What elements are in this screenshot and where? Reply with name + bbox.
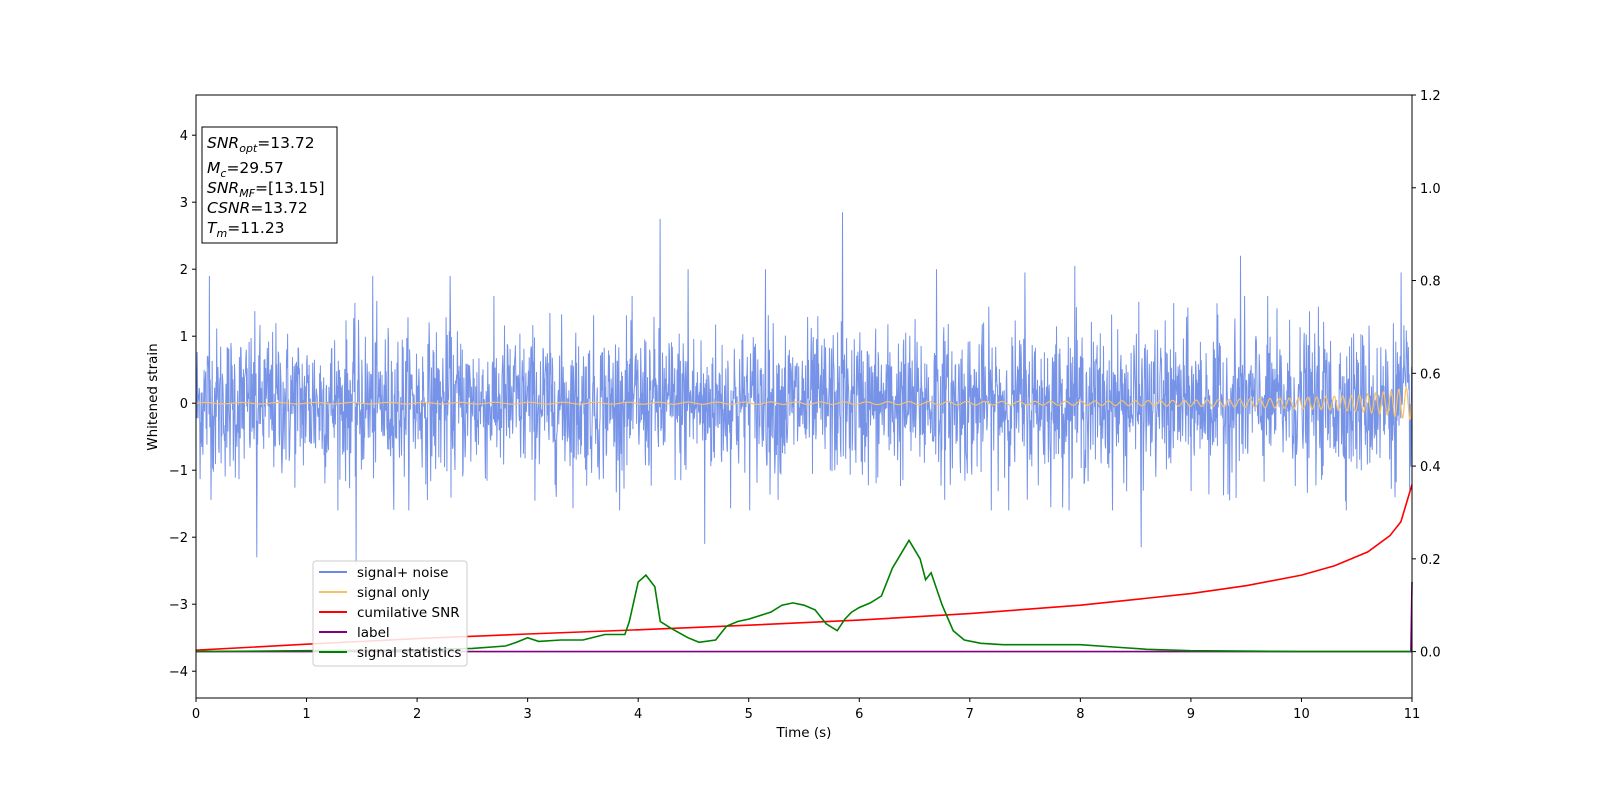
legend: signal+ noise signal only cumilative SNR… bbox=[312, 560, 468, 667]
info-tm: Tm=11.23 bbox=[207, 219, 285, 240]
series-cumulative-snr bbox=[195, 484, 1413, 651]
y-tick-label: −1 bbox=[169, 464, 188, 479]
y-tick-label: −4 bbox=[169, 665, 188, 680]
y-tick-label: 3 bbox=[180, 196, 188, 211]
y-tick-label: 2 bbox=[180, 263, 188, 278]
y-tick-label: 1 bbox=[180, 330, 188, 345]
legend-label-signal-statistics: signal statistics bbox=[357, 645, 461, 661]
info-csnr: CSNR=13.72 bbox=[207, 199, 308, 217]
x-tick-label: 11 bbox=[1404, 707, 1421, 722]
legend-label-signal-only: signal only bbox=[357, 585, 430, 601]
info-mc: Mc=29.57 bbox=[207, 159, 284, 180]
y2-tick-label: 1.0 bbox=[1420, 182, 1441, 197]
y2-tick-label: 0.0 bbox=[1420, 646, 1441, 661]
y2-tick-label: 0.2 bbox=[1420, 553, 1441, 568]
x-tick-label: 7 bbox=[966, 707, 974, 722]
x-tick-label: 1 bbox=[302, 707, 310, 722]
x-tick-label: 0 bbox=[192, 707, 200, 722]
y-axis-label: Whitened strain bbox=[145, 343, 161, 450]
x-tick-label: 2 bbox=[413, 707, 421, 722]
legend-label-cumulative-snr: cumilative SNR bbox=[357, 605, 460, 621]
x-tick-label: 9 bbox=[1187, 707, 1195, 722]
y2-tick-label: 1.2 bbox=[1420, 89, 1441, 104]
x-tick-label: 6 bbox=[855, 707, 863, 722]
x-tick-label: 5 bbox=[745, 707, 753, 722]
y-tick-label: 0 bbox=[180, 397, 188, 412]
series-signal-only bbox=[195, 386, 1413, 421]
info-snr-mf: SNRMF=[13.15] bbox=[207, 179, 325, 200]
info-snr-opt: SNRopt=13.72 bbox=[207, 134, 315, 155]
legend-frame bbox=[312, 560, 468, 667]
x-tick-label: 10 bbox=[1293, 707, 1310, 722]
y2-tick-label: 0.8 bbox=[1420, 275, 1441, 290]
plot-frame bbox=[195, 94, 1413, 699]
y-tick-label: −2 bbox=[169, 531, 188, 546]
y-tick-label: 4 bbox=[180, 129, 188, 144]
legend-label-label: label bbox=[357, 625, 390, 641]
y-tick-label: −3 bbox=[169, 598, 188, 613]
info-box-frame bbox=[201, 126, 338, 244]
legend-label-signal-noise: signal+ noise bbox=[357, 565, 448, 581]
x-axis-label: Time (s) bbox=[776, 725, 832, 741]
x-tick-label: 3 bbox=[523, 707, 531, 722]
info-box: SNRopt=13.72 Mc=29.57 SNRMF=[13.15] CSNR… bbox=[201, 126, 338, 244]
series-signal-statistics bbox=[195, 538, 1412, 653]
x-tick-label: 4 bbox=[634, 707, 642, 722]
x-tick-label: 8 bbox=[1076, 707, 1084, 722]
axes-layer: 0 1 2 3 4 5 6 7 8 9 10 11 −4 −3 −2 −1 0 1 2 3 4 0.0 0.2 0.4 0.6 0… bbox=[169, 89, 1441, 722]
y2-tick-label: 0.4 bbox=[1420, 460, 1441, 475]
y2-tick-label: 0.6 bbox=[1420, 367, 1441, 382]
